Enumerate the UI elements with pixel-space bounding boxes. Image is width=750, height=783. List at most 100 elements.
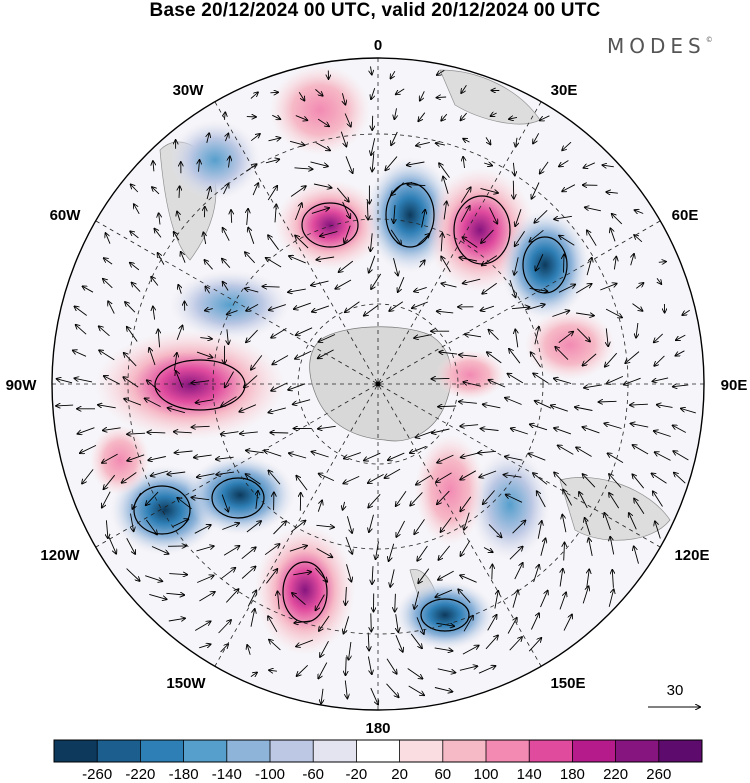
- wind-arrow: [269, 304, 286, 311]
- wind-arrow: [675, 350, 685, 356]
- wind-arrow: [414, 286, 427, 291]
- wind-arrow: [612, 570, 613, 588]
- wind-arrow: [269, 670, 277, 671]
- colorbar-swatch: [313, 740, 357, 762]
- wind-arrow: [339, 260, 354, 272]
- wind-arrow: [288, 288, 306, 292]
- wind-arrow: [317, 118, 329, 126]
- wind-arrow: [460, 206, 470, 223]
- wind-arrow: [106, 520, 108, 538]
- wind-arrow: [530, 613, 539, 630]
- wind-arrow: [583, 474, 596, 488]
- wind-arrow: [610, 537, 615, 555]
- wind-arrow: [605, 308, 622, 317]
- wind-arrow: [370, 233, 372, 251]
- wind-arrow: [103, 279, 113, 289]
- wind-arrow: [191, 497, 210, 499]
- wind-arrow: [108, 537, 116, 554]
- wind-arrow: [268, 616, 278, 633]
- wind-arrow: [512, 590, 518, 608]
- colorbar-tick-label: 220: [603, 766, 628, 783]
- wind-arrow: [290, 186, 306, 197]
- wind-arrow: [371, 613, 372, 631]
- wind-arrow: [245, 289, 259, 293]
- wind-arrow: [223, 228, 230, 241]
- wind-arrow: [395, 635, 403, 652]
- wind-arrow: [248, 228, 255, 244]
- wind-arrow: [98, 405, 116, 409]
- wind-arrow: [319, 474, 335, 482]
- wind-arrow: [634, 546, 639, 564]
- wind-arrow: [207, 187, 210, 200]
- wind-arrow: [514, 257, 519, 275]
- wind-arrow: [437, 490, 450, 504]
- wind-arrow: [153, 161, 154, 172]
- wind-arrow: [298, 91, 304, 100]
- wind-arrow: [313, 183, 332, 188]
- colorbar-swatch: [140, 740, 185, 762]
- wind-arrow: [564, 543, 565, 561]
- wind-arrow: [168, 408, 186, 414]
- wind-arrow: [635, 210, 644, 213]
- wind-arrow: [225, 371, 234, 388]
- wind-arrow: [441, 283, 457, 288]
- wind-arrow: [194, 525, 211, 534]
- wind-arrow: [245, 252, 256, 264]
- wind-arrow: [529, 454, 546, 461]
- wind-arrow: [407, 161, 425, 165]
- wind-arrow: [126, 568, 140, 581]
- wind-arrow: [632, 474, 645, 489]
- wind-arrow: [76, 325, 87, 335]
- wind-arrow: [673, 425, 687, 433]
- wind-arrow: [312, 452, 329, 458]
- wind-arrow: [103, 428, 121, 431]
- wind-arrow: [367, 201, 368, 220]
- wind-arrow: [417, 545, 428, 561]
- wind-arrow: [73, 350, 87, 357]
- wind-arrow: [174, 432, 192, 433]
- wind-arrow: [416, 141, 430, 145]
- wind-arrow: [462, 646, 479, 655]
- wind-arrow: [192, 426, 210, 427]
- wind-arrow: [250, 609, 255, 627]
- colorbar-tick-label: -20: [346, 766, 368, 783]
- wind-arrow: [489, 207, 498, 223]
- wind-arrow: [273, 521, 287, 535]
- wind-arrow: [152, 187, 160, 195]
- wind-arrow: [552, 311, 569, 317]
- wind-arrow: [368, 632, 369, 651]
- wind-arrow: [582, 586, 588, 604]
- wind-arrow: [604, 423, 622, 429]
- wind-arrow: [345, 536, 352, 554]
- lon-label-150w: 150W: [166, 675, 206, 692]
- wind-arrow: [515, 209, 522, 226]
- wind-arrow: [481, 229, 494, 243]
- wind-arrow: [251, 355, 263, 369]
- wind-arrow: [241, 547, 256, 560]
- wind-arrow: [633, 445, 649, 455]
- wind-arrow: [289, 140, 304, 145]
- wind-arrow: [372, 115, 373, 130]
- australia-land: [559, 477, 671, 541]
- wind-arrow: [154, 229, 162, 238]
- wind-arrow: [207, 133, 209, 144]
- wind-arrow: [652, 473, 667, 484]
- wind-arrow: [488, 524, 502, 537]
- wind-arrow: [270, 92, 278, 93]
- wind-arrow: [443, 177, 449, 194]
- wind-arrow: [419, 260, 424, 268]
- wind-arrow: [181, 252, 186, 263]
- wind-arrow: [268, 138, 281, 141]
- wind-arrow: [316, 525, 334, 527]
- wind-arrow: [507, 618, 517, 634]
- wind-arrow: [268, 235, 279, 250]
- wind-arrow: [221, 396, 237, 407]
- wind-arrow: [225, 589, 238, 603]
- wind-arrow: [127, 433, 146, 434]
- wind-arrow: [478, 666, 496, 674]
- wind-arrow: [376, 541, 379, 559]
- colorbar-swatch: [356, 740, 401, 762]
- wind-arrow: [221, 432, 239, 435]
- wind-arrow: [317, 500, 322, 512]
- wind-arrow: [297, 664, 309, 676]
